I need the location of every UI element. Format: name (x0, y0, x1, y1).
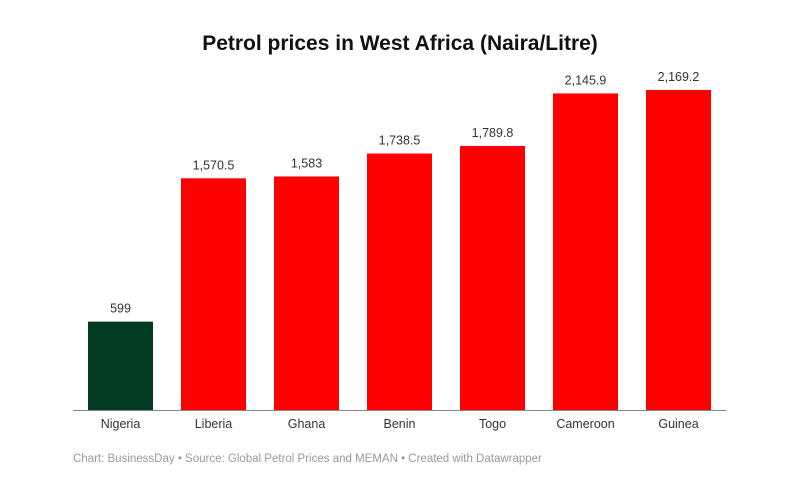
bar-benin (367, 153, 432, 410)
category-label: Liberia (195, 417, 233, 431)
category-label: Benin (384, 417, 416, 431)
chart-title: Petrol prices in West Africa (Naira/Litr… (202, 32, 598, 55)
value-label: 1,789.8 (472, 126, 514, 140)
category-label: Ghana (288, 417, 326, 431)
value-label: 1,738.5 (379, 134, 421, 148)
bar-cameroon (553, 93, 618, 411)
bar-liberia (181, 178, 246, 410)
value-label: 599 (110, 302, 131, 316)
bar-nigeria (88, 321, 153, 410)
category-label: Nigeria (101, 417, 141, 431)
category-label: Guinea (658, 417, 698, 431)
value-label: 1,570.5 (193, 158, 235, 172)
category-label: Togo (479, 417, 506, 431)
value-label: 2,169.2 (658, 70, 700, 84)
bar-ghana (274, 176, 339, 410)
chart-footer: Chart: BusinessDay • Source: Global Petr… (73, 453, 542, 465)
value-label: 1,583 (291, 156, 322, 170)
value-label: 2,145.9 (565, 73, 607, 87)
category-label: Cameroon (556, 417, 614, 431)
bar-togo (460, 145, 525, 410)
bar-guinea (646, 90, 711, 410)
